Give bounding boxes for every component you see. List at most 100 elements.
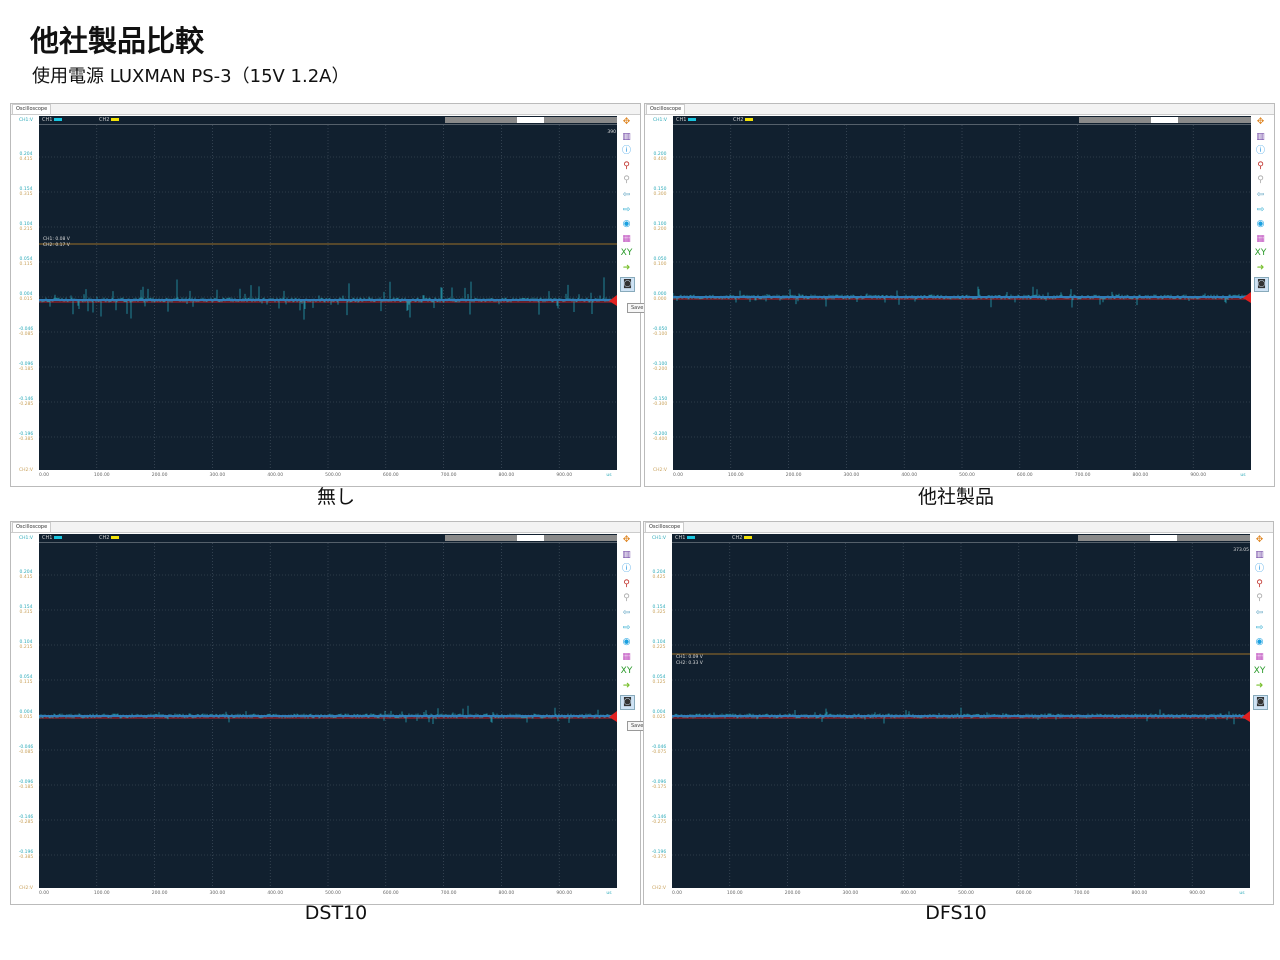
info-icon[interactable]: ⓘ bbox=[621, 146, 631, 157]
y-tick-label: 0.054 0.115 bbox=[19, 257, 33, 267]
ruler-icon[interactable]: ▥ bbox=[622, 549, 631, 560]
tab-oscilloscope[interactable]: Oscilloscope bbox=[12, 104, 52, 114]
back-icon[interactable]: ⇦ bbox=[1256, 189, 1265, 200]
ruler-icon[interactable]: ▥ bbox=[1256, 131, 1265, 142]
camera-icon[interactable]: ◙ bbox=[620, 276, 635, 292]
info-icon[interactable]: ⓘ bbox=[1255, 146, 1265, 157]
search-icon[interactable]: ◉ bbox=[1256, 219, 1265, 230]
y-tick-label: -0.096 -0.185 bbox=[18, 362, 34, 372]
export-icon[interactable]: ➜ bbox=[1256, 262, 1265, 273]
move-icon[interactable]: ✥ bbox=[1256, 117, 1265, 127]
y-tick-label: 0.104 0.215 bbox=[19, 222, 33, 232]
time-scrollbar[interactable] bbox=[1079, 117, 1251, 123]
ch2-level-marker bbox=[609, 295, 617, 306]
search-icon[interactable]: ◉ bbox=[622, 637, 631, 648]
xy-icon[interactable]: XY bbox=[620, 666, 633, 677]
y-tick-label: -0.046 -0.085 bbox=[18, 745, 34, 755]
y-tick-label: 0.000 0.000 bbox=[653, 292, 667, 302]
xy-icon[interactable]: XY bbox=[1253, 666, 1266, 677]
camera-icon[interactable]: ◙ bbox=[620, 694, 635, 710]
scrollbar-thumb[interactable] bbox=[1151, 117, 1178, 123]
export-icon[interactable]: ➜ bbox=[622, 262, 631, 273]
x-tick-label: 300.00 bbox=[209, 473, 226, 478]
y-tick-label: -0.150 -0.300 bbox=[652, 397, 668, 407]
back-icon[interactable]: ⇦ bbox=[1255, 607, 1264, 618]
x-tick-label: 0.00 bbox=[38, 891, 50, 896]
panel-caption: DST10 bbox=[304, 902, 368, 924]
x-tick-label: 200.00 bbox=[785, 473, 802, 478]
waveform-plot[interactable]: CH1 CH2 bbox=[39, 534, 617, 888]
move-icon[interactable]: ✥ bbox=[622, 535, 631, 545]
page-title: 他社製品比較 bbox=[30, 24, 205, 58]
zoom-out-icon[interactable]: ⚲ bbox=[1257, 175, 1264, 186]
zoom-out-icon[interactable]: ⚲ bbox=[623, 593, 630, 604]
ruler-icon[interactable]: ▥ bbox=[1255, 549, 1264, 560]
ch2-level-marker bbox=[1243, 292, 1251, 303]
x-tick-label: 800.00 bbox=[1132, 473, 1149, 478]
color-icon[interactable]: ▦ bbox=[622, 651, 631, 662]
forward-icon[interactable]: ⇨ bbox=[622, 204, 631, 215]
move-icon[interactable]: ✥ bbox=[1255, 535, 1264, 545]
scrollbar-thumb[interactable] bbox=[517, 535, 544, 541]
camera-icon[interactable]: ◙ bbox=[1253, 694, 1268, 710]
waveform-plot[interactable]: CH1 CH2 bbox=[673, 116, 1251, 470]
time-scrollbar[interactable] bbox=[1078, 535, 1250, 541]
x-tick-label: 500.00 bbox=[959, 473, 975, 478]
waveform-plot[interactable]: CH1 CH2 CH1: 0.08 V CH2: 0.17 V 390 bbox=[39, 116, 617, 470]
scrollbar-thumb[interactable] bbox=[1150, 535, 1177, 541]
zoom-out-icon[interactable]: ⚲ bbox=[1256, 593, 1263, 604]
ch1-legend[interactable]: CH1 bbox=[676, 116, 697, 124]
move-icon[interactable]: ✥ bbox=[622, 117, 631, 127]
color-icon[interactable]: ▦ bbox=[1256, 233, 1265, 244]
y-tick-label: -0.096 -0.175 bbox=[651, 780, 667, 790]
xy-icon[interactable]: XY bbox=[1254, 248, 1267, 259]
ch2-legend[interactable]: CH2 bbox=[99, 116, 120, 124]
y-tick-label: 0.050 0.100 bbox=[653, 257, 667, 267]
search-icon[interactable]: ◉ bbox=[622, 219, 631, 230]
y-tick-label: 0.004 0.015 bbox=[19, 292, 33, 302]
info-icon[interactable]: ⓘ bbox=[1254, 564, 1264, 575]
y-tick-label: -0.046 -0.085 bbox=[18, 327, 34, 337]
info-icon[interactable]: ⓘ bbox=[621, 564, 631, 575]
forward-icon[interactable]: ⇨ bbox=[1255, 622, 1264, 633]
zoom-in-icon[interactable]: ⚲ bbox=[1256, 578, 1263, 589]
page-subtitle: 使用電源 LUXMAN PS-3（15V 1.2A） bbox=[32, 66, 350, 87]
time-scrollbar[interactable] bbox=[445, 117, 617, 123]
color-icon[interactable]: ▦ bbox=[1255, 651, 1264, 662]
x-tick-label: 500.00 bbox=[958, 891, 974, 896]
zoom-in-icon[interactable]: ⚲ bbox=[1257, 160, 1264, 171]
scrollbar-thumb[interactable] bbox=[517, 117, 544, 123]
x-tick-label: 0.00 bbox=[671, 891, 683, 896]
toolbar: ✥ ▥ ⓘ ⚲ ⚲ ⇦ ⇨ ◉ ▦ XY ➜ ◙ bbox=[619, 534, 635, 711]
x-tick-label: 200.00 bbox=[784, 891, 801, 896]
zoom-out-icon[interactable]: ⚲ bbox=[623, 175, 630, 186]
tab-oscilloscope[interactable]: Oscilloscope bbox=[646, 104, 686, 114]
ch2-legend[interactable]: CH2 bbox=[732, 534, 753, 542]
search-icon[interactable]: ◉ bbox=[1255, 637, 1264, 648]
back-icon[interactable]: ⇦ bbox=[622, 189, 631, 200]
export-icon[interactable]: ➜ bbox=[622, 680, 631, 691]
xy-icon[interactable]: XY bbox=[620, 248, 633, 259]
color-icon[interactable]: ▦ bbox=[622, 233, 631, 244]
back-icon[interactable]: ⇦ bbox=[622, 607, 631, 618]
export-icon[interactable]: ➜ bbox=[1255, 680, 1264, 691]
forward-icon[interactable]: ⇨ bbox=[1256, 204, 1265, 215]
zoom-in-icon[interactable]: ⚲ bbox=[623, 578, 630, 589]
tab-oscilloscope[interactable]: Oscilloscope bbox=[645, 522, 685, 532]
ruler-icon[interactable]: ▥ bbox=[622, 131, 631, 142]
zoom-in-icon[interactable]: ⚲ bbox=[623, 160, 630, 171]
tab-oscilloscope[interactable]: Oscilloscope bbox=[12, 522, 52, 532]
x-tick-label: 700.00 bbox=[1073, 891, 1090, 896]
camera-icon[interactable]: ◙ bbox=[1254, 276, 1269, 292]
ch1-legend[interactable]: CH1 bbox=[675, 534, 696, 542]
ch2-legend[interactable]: CH2 bbox=[733, 116, 754, 124]
ch1-legend[interactable]: CH1 bbox=[42, 116, 63, 124]
forward-icon[interactable]: ⇨ bbox=[622, 622, 631, 633]
ch2-legend[interactable]: CH2 bbox=[99, 534, 120, 542]
ch1-legend[interactable]: CH1 bbox=[42, 534, 63, 542]
time-scrollbar[interactable] bbox=[445, 535, 617, 541]
waveform-plot[interactable]: CH1 CH2 CH1: 0.09 V CH2: 0.33 V 373.05 bbox=[672, 534, 1250, 888]
toolbar: ✥ ▥ ⓘ ⚲ ⚲ ⇦ ⇨ ◉ ▦ XY ➜ ◙ bbox=[619, 116, 635, 293]
panel-caption: 無し bbox=[316, 486, 356, 508]
x-unit-label: us bbox=[1240, 473, 1246, 478]
